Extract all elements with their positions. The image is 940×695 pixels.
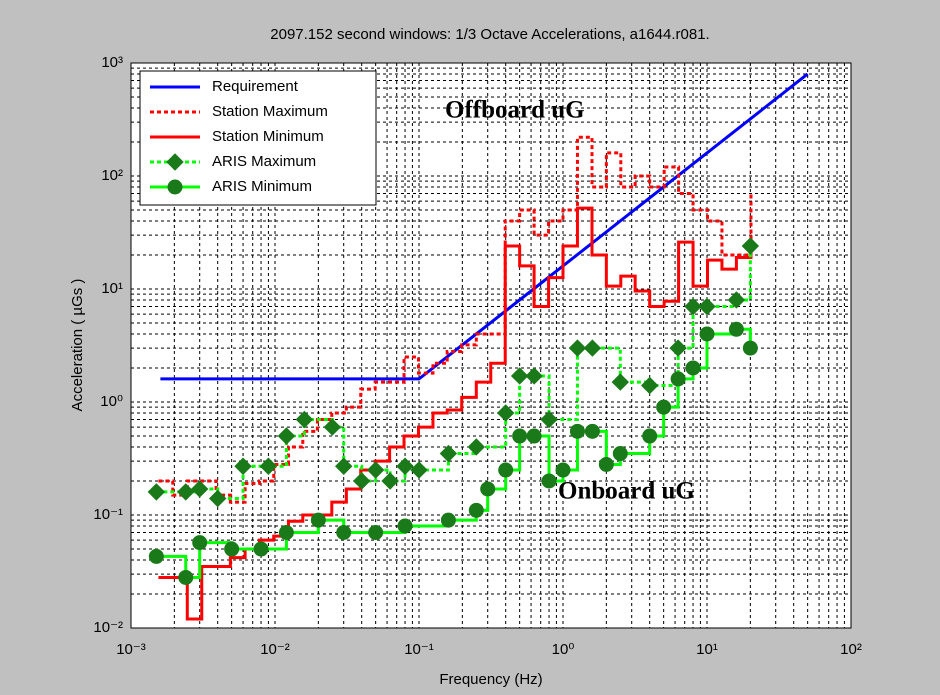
circle-marker — [728, 321, 744, 337]
circle-marker — [253, 541, 269, 557]
circle-marker — [742, 340, 758, 356]
diamond-marker — [410, 461, 428, 479]
circle-marker — [541, 473, 557, 489]
diamond-marker — [323, 418, 342, 436]
diamond-marker — [352, 472, 371, 490]
diamond-marker — [741, 237, 760, 255]
diamond-marker — [259, 457, 278, 475]
diamond-marker — [583, 339, 602, 357]
circle-marker — [685, 360, 701, 376]
diamond-marker — [295, 410, 314, 429]
chart-title: 2097.152 second windows: 1/3 Octave Acce… — [270, 26, 709, 43]
y-tick-label: 10³ — [101, 54, 123, 71]
y-axis-label: Acceleration ( µGs ) — [69, 279, 86, 412]
circle-marker — [167, 179, 183, 195]
circle-marker — [612, 446, 628, 462]
x-tick-label: 10⁻¹ — [404, 641, 434, 658]
diamond-marker — [166, 153, 184, 171]
circle-marker — [336, 525, 352, 541]
series-line — [158, 206, 753, 621]
legend-label: ARIS Maximum — [212, 153, 316, 170]
circle-marker — [670, 371, 686, 387]
diamond-marker — [396, 457, 414, 475]
diamond-marker — [540, 410, 558, 429]
diamond-marker — [698, 297, 716, 316]
x-axis-label: Frequency (Hz) — [439, 671, 542, 688]
x-tick-label: 10⁰ — [552, 641, 575, 658]
circle-marker — [656, 399, 672, 415]
diamond-marker — [467, 438, 486, 456]
circle-marker — [278, 525, 294, 541]
diamond-marker — [669, 339, 687, 357]
x-tick-label: 10⁻³ — [116, 641, 146, 658]
series-line — [156, 246, 752, 500]
legend-label: ARIS Minimum — [212, 178, 312, 195]
diamond-marker — [510, 367, 529, 385]
circle-marker — [569, 423, 585, 439]
diamond-marker — [147, 483, 166, 501]
x-tick-label: 10¹ — [696, 641, 718, 658]
diamond-marker — [439, 444, 458, 463]
circle-marker — [555, 462, 571, 478]
legend-label: Station Minimum — [212, 128, 324, 145]
diamond-marker — [208, 489, 227, 508]
circle-marker — [224, 541, 240, 557]
circle-marker — [512, 428, 528, 444]
circle-marker — [598, 456, 614, 472]
circle-marker — [468, 502, 484, 518]
y-tick-label: 10⁻¹ — [93, 506, 123, 523]
circle-marker — [148, 548, 164, 564]
circle-marker — [310, 512, 326, 528]
circle-marker — [440, 512, 456, 528]
diamond-marker — [277, 427, 296, 445]
diamond-marker — [525, 367, 543, 385]
legend-label: Station Maximum — [212, 103, 328, 120]
circle-marker — [584, 423, 600, 439]
diamond-marker — [366, 461, 385, 479]
circle-marker — [397, 518, 413, 534]
diamond-marker — [190, 480, 209, 498]
circle-marker — [368, 525, 384, 541]
circle-marker — [498, 462, 514, 478]
circle-marker — [526, 428, 542, 444]
diamond-marker — [381, 472, 399, 490]
diamond-marker — [727, 291, 746, 309]
circle-marker — [178, 569, 194, 585]
diamond-marker — [640, 376, 659, 395]
legend-label: Requirement — [212, 78, 299, 95]
diamond-marker — [177, 483, 195, 501]
diamond-marker — [568, 339, 587, 357]
annotation: Offboard uG — [445, 97, 585, 124]
diamond-marker — [234, 457, 252, 475]
y-tick-label: 10⁻² — [93, 619, 123, 636]
series-line — [158, 135, 753, 504]
x-tick-label: 10⁻² — [260, 641, 290, 658]
circle-marker — [480, 481, 496, 497]
annotation: Onboard uG — [558, 478, 695, 505]
diamond-marker — [611, 373, 630, 391]
y-tick-label: 10² — [101, 167, 123, 184]
diamond-marker — [334, 457, 353, 475]
circle-marker — [699, 326, 715, 342]
plot-frame — [130, 62, 852, 629]
diamond-marker — [496, 404, 515, 422]
circle-marker — [642, 428, 658, 444]
y-tick-label: 10¹ — [101, 280, 123, 297]
x-tick-label: 10² — [840, 641, 862, 658]
y-tick-label: 10⁰ — [100, 393, 123, 410]
circle-marker — [192, 535, 208, 551]
diamond-marker — [684, 297, 702, 316]
